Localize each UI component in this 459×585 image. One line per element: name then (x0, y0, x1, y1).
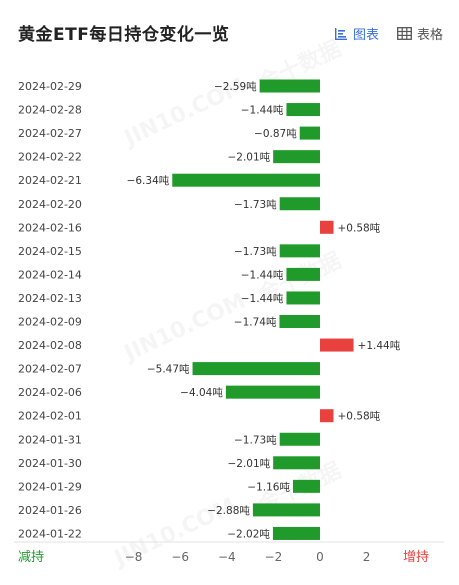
category-label: 2024-02-06 (18, 386, 82, 399)
category-label: 2024-02-14 (18, 268, 82, 281)
category-label: 2024-02-29 (18, 80, 82, 93)
data-label: −2.88吨 (207, 504, 250, 517)
bar (286, 291, 320, 305)
data-label: −1.74吨 (234, 316, 277, 329)
bar (286, 267, 320, 281)
x-tick-label: 2 (363, 550, 371, 564)
category-label: 2024-01-30 (18, 457, 82, 470)
data-label: −4.04吨 (180, 386, 223, 399)
axis-label-increase: 增持 (403, 550, 429, 565)
data-label: −1.73吨 (234, 245, 277, 258)
axis-label-decrease: 减持 (18, 550, 44, 565)
x-tick-label: 0 (316, 550, 324, 564)
data-label: +1.44吨 (358, 339, 401, 352)
bar (320, 220, 334, 234)
category-label: 2024-01-22 (18, 527, 82, 540)
category-label: 2024-02-08 (18, 339, 82, 352)
bar (272, 526, 320, 540)
page-title: 黄金ETF每日持仓变化一览 (18, 25, 230, 45)
category-label: 2024-02-01 (18, 410, 82, 423)
category-label: 2024-02-13 (18, 292, 82, 305)
tab-table[interactable]: 表格 (397, 24, 443, 43)
data-label: −1.73吨 (234, 433, 277, 446)
data-label: −1.44吨 (241, 292, 284, 305)
bar (320, 338, 354, 352)
data-label: −5.47吨 (147, 363, 190, 376)
bar (279, 197, 320, 211)
bar (286, 103, 320, 117)
category-label: 2024-02-21 (18, 174, 82, 187)
x-tick-label: −2 (265, 550, 283, 564)
category-label: 2024-02-15 (18, 245, 82, 258)
table-icon (397, 27, 412, 40)
category-label: 2024-02-22 (18, 151, 82, 164)
x-tick-label: −6 (171, 550, 189, 564)
bar (192, 362, 320, 376)
tab-chart[interactable]: 图表 (334, 24, 379, 43)
x-tick-label: −8 (125, 550, 143, 564)
bar (320, 409, 334, 423)
data-label: −1.73吨 (234, 198, 277, 211)
category-label: 2024-02-28 (18, 104, 82, 117)
category-label: 2024-02-20 (18, 198, 82, 211)
category-label: 2024-01-26 (18, 504, 82, 517)
bar (252, 503, 320, 517)
data-label: +0.58吨 (338, 221, 381, 234)
data-label: −2.59吨 (214, 80, 257, 93)
category-label: 2024-02-27 (18, 127, 82, 140)
data-label: −1.44吨 (241, 104, 284, 117)
chart-icon (334, 27, 348, 41)
bar (273, 456, 320, 470)
bar (273, 150, 320, 164)
category-label: 2024-01-31 (18, 433, 82, 446)
bar (259, 79, 320, 93)
data-label: −2.01吨 (227, 151, 270, 164)
bar (279, 432, 320, 446)
bar (292, 479, 320, 493)
data-label: −1.16吨 (247, 480, 290, 493)
data-label: +0.58吨 (338, 410, 381, 423)
bar (172, 173, 320, 187)
x-tick-label: −4 (218, 550, 236, 564)
data-label: −1.44吨 (241, 268, 284, 281)
bar (279, 315, 320, 328)
data-label: −2.02吨 (227, 527, 270, 540)
category-label: 2024-02-07 (18, 363, 82, 376)
data-label: −0.87吨 (254, 127, 297, 140)
bar (279, 244, 320, 258)
data-label: −6.34吨 (127, 174, 170, 187)
category-label: 2024-01-29 (18, 480, 82, 493)
data-label: −2.01吨 (227, 457, 270, 470)
tab-table-label: 表格 (416, 28, 443, 43)
bar (225, 385, 320, 399)
bar (299, 126, 320, 140)
category-label: 2024-02-16 (18, 221, 82, 234)
view-tabs: 图表 表格 (334, 24, 443, 43)
tab-chart-label: 图表 (352, 28, 379, 43)
category-label: 2024-02-09 (18, 316, 82, 329)
